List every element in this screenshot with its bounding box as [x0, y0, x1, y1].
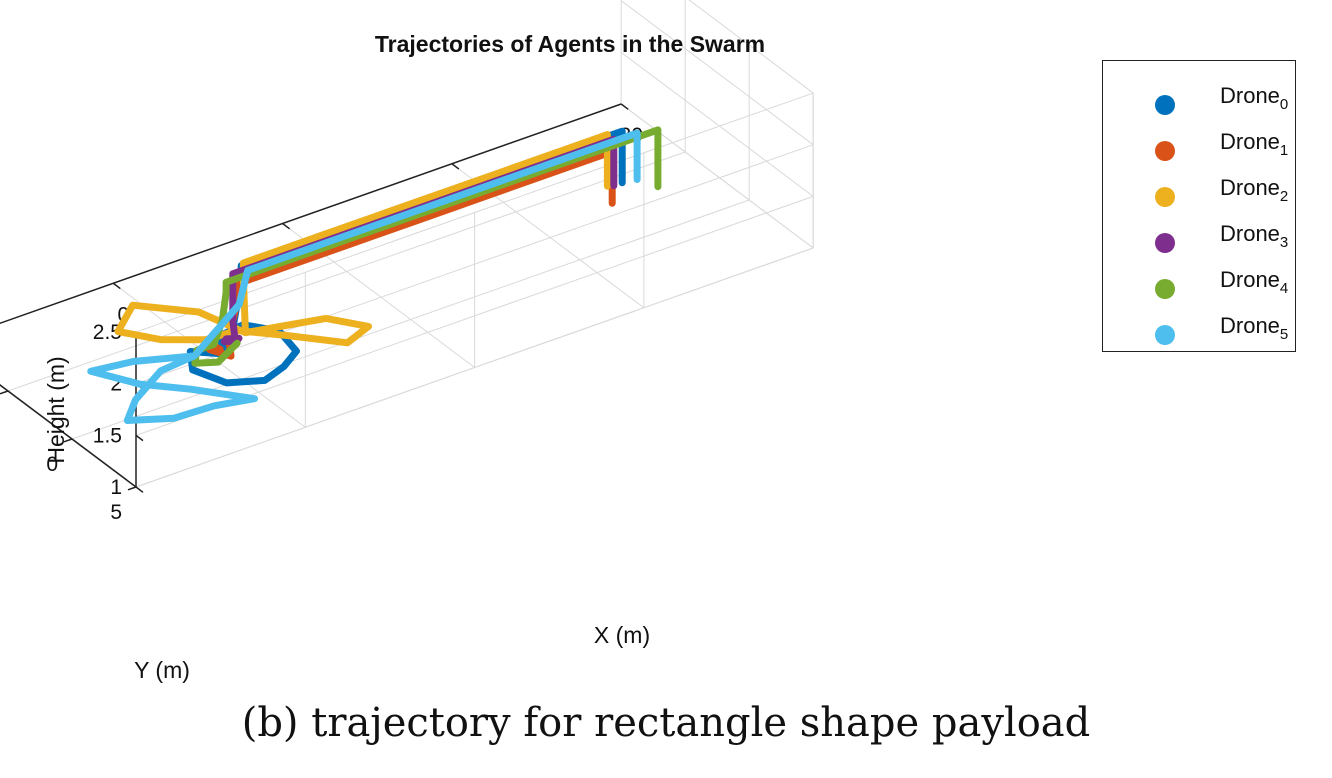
x-axis-label: X (m)	[594, 622, 650, 648]
x-tick	[112, 282, 121, 290]
z-tick-label: 1.5	[93, 424, 122, 447]
y-tick-label: 5	[110, 501, 122, 524]
legend-label: Drone1	[1220, 129, 1288, 159]
legend-label-name: Drone	[1220, 221, 1280, 246]
y-tick	[0, 390, 9, 395]
legend-label-subscript: 0	[1279, 96, 1289, 113]
z-tick-label: 2	[110, 373, 122, 396]
x-axis-line	[0, 103, 622, 325]
grid-line	[0, 103, 622, 324]
figure-caption: (b) trajectory for rectangle shape paylo…	[241, 700, 1091, 746]
series-layer	[87, 126, 662, 424]
legend-marker	[1155, 279, 1175, 299]
legend-label: Drone0	[1220, 83, 1288, 113]
z-tick-label: 1	[110, 476, 122, 499]
grid-line	[620, 103, 814, 249]
grid-line	[135, 247, 814, 488]
legend-marker	[1155, 187, 1175, 207]
y-axis-label: Y (m)	[134, 657, 190, 683]
legend: Drone0 Drone1 Drone2 Drone3 Drone4 Drone5	[1102, 60, 1296, 352]
legend-entry-drone-4: Drone4	[1103, 259, 1297, 305]
grid-line	[135, 144, 814, 385]
z-tick	[135, 486, 144, 493]
series-line-drone-5	[87, 129, 641, 424]
grid-layer	[0, 0, 814, 488]
legend-entry-drone-0: Drone0	[1103, 75, 1297, 121]
legend-marker	[1155, 325, 1175, 345]
legend-label-subscript: 4	[1279, 280, 1289, 297]
y-tick-label: 0	[46, 453, 58, 476]
legend-label: Drone3	[1220, 221, 1288, 251]
x-tick-label: 0	[117, 303, 129, 326]
legend-label-subscript: 2	[1279, 188, 1289, 205]
legend-label-name: Drone	[1220, 313, 1280, 338]
legend-label-name: Drone	[1220, 175, 1280, 200]
legend-label-name: Drone	[1220, 83, 1280, 108]
legend-label-subscript: 1	[1279, 142, 1289, 159]
legend-label-name: Drone	[1220, 267, 1280, 292]
grid-line	[7, 151, 686, 392]
grid-line	[688, 0, 814, 94]
legend-entry-drone-1: Drone1	[1103, 121, 1297, 167]
grid-line	[135, 92, 814, 333]
grid-line	[71, 199, 750, 440]
legend-label-subscript: 5	[1279, 326, 1289, 343]
y-axis-line	[0, 384, 137, 488]
y-tick	[127, 486, 137, 491]
series-line-drone-2	[114, 131, 611, 347]
legend-entry-drone-5: Drone5	[1103, 305, 1297, 351]
z-axis-label: Height (m)	[43, 356, 69, 463]
grid-line	[620, 0, 814, 146]
legend-entry-drone-2: Drone2	[1103, 167, 1297, 213]
x-tick	[620, 103, 629, 110]
z-tick	[135, 434, 144, 442]
legend-label-name: Drone	[1220, 129, 1280, 154]
legend-marker	[1155, 95, 1175, 115]
y-tick	[63, 438, 73, 443]
legend-marker	[1155, 141, 1175, 161]
legend-marker	[1155, 233, 1175, 253]
legend-label: Drone5	[1220, 313, 1288, 343]
x-tick	[282, 222, 291, 230]
legend-entry-drone-3: Drone3	[1103, 213, 1297, 259]
legend-label-subscript: 3	[1279, 234, 1289, 251]
legend-label: Drone4	[1220, 267, 1288, 297]
z-tick-label: 2.5	[93, 321, 122, 344]
legend-label: Drone2	[1220, 175, 1288, 205]
chart-title: Trajectories of Agents in the Swarm	[375, 31, 765, 57]
x-tick	[451, 163, 460, 170]
grid-line	[620, 51, 814, 197]
